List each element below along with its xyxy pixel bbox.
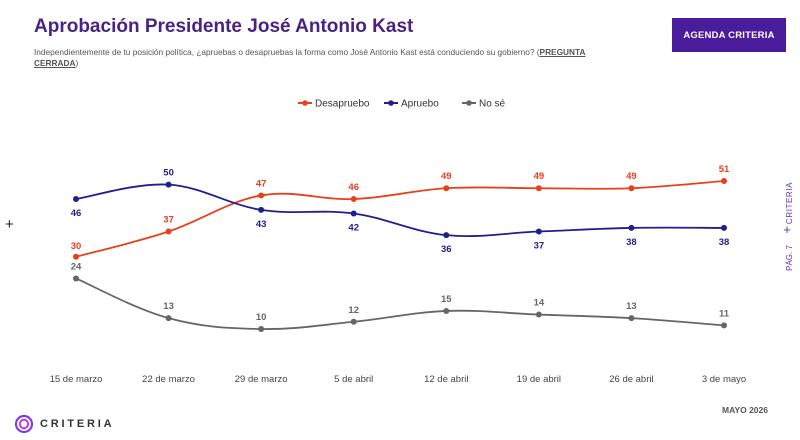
side-label: CRITERIA + PÁG. 7 <box>776 168 796 278</box>
data-label-1-6: 38 <box>626 237 637 248</box>
data-label-2-3: 12 <box>348 305 359 316</box>
question-text: Independientemente de tu posición políti… <box>34 47 594 69</box>
criteria-logo: CRITERIA <box>14 414 114 434</box>
data-point-1-0 <box>73 196 79 203</box>
data-label-0-1: 37 <box>163 215 174 226</box>
data-label-0-2: 47 <box>256 178 267 189</box>
data-point-0-5 <box>535 185 542 192</box>
question-type: PREGUNTA CERRADA <box>34 47 586 68</box>
question-end: ) <box>75 58 79 68</box>
x-tick-label-3: 5 de abril <box>334 374 373 385</box>
data-point-2-1 <box>165 315 172 322</box>
data-point-1-7 <box>721 224 727 231</box>
data-point-1-3 <box>350 210 357 217</box>
x-tick-label-1: 22 de marzo <box>142 374 195 385</box>
data-point-2-7 <box>721 322 727 329</box>
data-label-1-0: 46 <box>71 208 82 219</box>
data-point-0-2 <box>258 192 265 199</box>
report-date: MAYO 2026 <box>722 405 768 415</box>
side-label-graphic: CRITERIA + PÁG. 7 <box>783 182 794 271</box>
logo-icon <box>14 414 34 434</box>
legend-marker-0 <box>302 100 308 106</box>
data-label-0-6: 49 <box>626 171 637 182</box>
data-point-2-3 <box>350 318 357 325</box>
data-label-0-7: 51 <box>719 164 730 175</box>
data-label-0-3: 46 <box>348 182 359 193</box>
data-point-2-4 <box>443 307 450 314</box>
legend-label-1: Apruebo <box>401 99 439 110</box>
logo-text: CRITERIA <box>40 418 115 430</box>
x-tick-label-6: 26 de abril <box>609 374 653 385</box>
legend-label-0: Desapruebo <box>315 99 370 110</box>
series-line-1 <box>75 183 725 238</box>
series-line-0 <box>75 180 725 258</box>
agenda-criteria-button[interactable]: AGENDA CRITERIA <box>672 18 786 52</box>
x-tick-label-5: 19 de abril <box>517 374 561 385</box>
data-label-0-5: 49 <box>534 171 545 182</box>
data-point-1-5 <box>535 228 542 235</box>
x-tick-label-0: 15 de marzo <box>50 374 103 385</box>
data-label-2-0: 24 <box>71 261 82 272</box>
legend-label-2: No sé <box>479 99 506 110</box>
data-label-1-2: 43 <box>256 219 267 230</box>
plus-icon: + <box>5 216 14 233</box>
legend-marker-1 <box>388 100 394 106</box>
data-label-1-1: 50 <box>163 168 174 179</box>
data-label-0-4: 49 <box>441 171 452 182</box>
side-plus-icon: + <box>783 222 791 237</box>
data-point-1-6 <box>628 224 635 231</box>
data-point-1-2 <box>258 206 265 213</box>
x-tick-label-2: 29 de marzo <box>235 374 288 385</box>
data-label-2-6: 13 <box>626 301 637 312</box>
data-label-0-0: 30 <box>71 241 82 252</box>
data-label-2-7: 11 <box>719 308 730 319</box>
data-label-2-1: 13 <box>163 301 174 312</box>
data-point-0-4 <box>443 185 450 192</box>
data-point-0-3 <box>350 196 357 203</box>
data-label-1-4: 36 <box>441 244 452 255</box>
data-label-2-2: 10 <box>256 312 267 323</box>
data-point-0-0 <box>73 253 79 260</box>
data-point-2-2 <box>258 326 265 332</box>
legend-marker-2 <box>466 100 472 106</box>
data-point-0-1 <box>165 228 172 235</box>
question-body: Independientemente de tu posición políti… <box>34 47 540 57</box>
data-label-1-7: 38 <box>719 237 730 248</box>
data-point-2-5 <box>535 311 542 318</box>
x-tick-label-4: 12 de abril <box>424 374 468 385</box>
data-point-2-0 <box>73 275 79 282</box>
data-label-2-5: 14 <box>534 298 545 309</box>
data-point-2-6 <box>628 315 635 322</box>
data-label-1-5: 37 <box>534 241 545 252</box>
data-point-1-4 <box>443 232 450 239</box>
data-label-2-4: 15 <box>441 294 452 305</box>
x-tick-label-7: 3 de mayo <box>702 374 746 385</box>
page-title: Aprobación Presidente José Antonio Kast <box>34 16 414 37</box>
data-point-1-1 <box>165 181 172 188</box>
page-number: PÁG. 7 <box>785 245 794 271</box>
data-point-0-6 <box>628 185 635 192</box>
data-point-0-7 <box>721 178 727 184</box>
data-label-1-3: 42 <box>348 222 359 233</box>
side-brand-text: CRITERIA <box>785 182 794 224</box>
